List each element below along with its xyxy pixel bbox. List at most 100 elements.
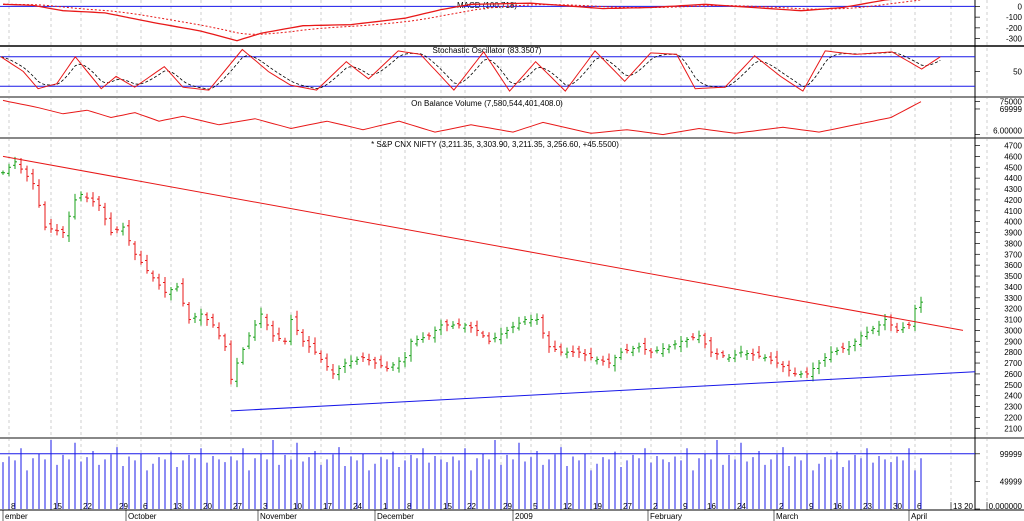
volume-tick-label: 0.000000 [989,502,1023,511]
price-tick-label: 3200 [1004,305,1022,314]
trendline [230,371,976,412]
price-bar [637,342,641,353]
price-bar [397,357,401,373]
price-bar [79,191,83,202]
price-bar [403,352,407,368]
macd-tick-label: -100 [1006,13,1023,22]
price-bar [913,304,917,332]
price-bar [601,355,605,366]
price-bar [367,353,371,366]
x-tick-label: 10 [293,502,302,511]
x-tick-label: 29 [503,502,512,511]
x-tick-label: 27 [623,502,632,511]
price-tick-label: 3400 [1004,283,1022,292]
price-bar [343,358,347,373]
price-bar [661,343,665,357]
price-bar [469,321,473,333]
price-tick-label: 4000 [1004,218,1022,227]
price-bar [175,282,179,292]
price-bar [565,347,569,359]
price-bar [685,337,689,348]
price-bar [391,362,395,371]
x-tick-label: 8 [407,502,412,511]
price-tick-label: 4300 [1004,185,1022,194]
x-tick-label: 3 [263,502,268,511]
price-bar [457,318,461,329]
price-bar [67,211,71,242]
price-bar [535,313,539,325]
month-label: December [377,512,414,521]
price-bar [247,332,251,350]
x-tick-label: 24 [737,502,746,511]
price-bar [553,340,557,353]
price-bar [169,287,173,301]
month-label: November [260,512,297,521]
x-tick-label: 23 [863,502,872,511]
price-bar [331,363,335,379]
obv-tick-label: 69999 [1000,105,1023,114]
price-bar [301,329,305,347]
month-label: April [911,512,927,521]
price-bar [673,340,677,350]
x-tick-label: 16 [707,502,716,511]
price-bar [571,345,575,358]
x-tick-label: 19 [593,502,602,511]
month-label: March [776,512,798,521]
price-bar [55,224,59,236]
price-bar [775,350,779,368]
volume-tick-label: 99999 [1000,450,1023,459]
price-bar [619,347,623,360]
obv-tick-label: 75000 [1000,98,1023,107]
obv-tick-label: 6.00000 [993,127,1022,136]
price-bar [505,326,509,339]
price-bar [691,333,695,341]
price-bar [85,192,89,203]
x-tick-label: 2 [779,502,784,511]
x-tick-label: 6 [917,502,922,511]
price-tick-label: 3900 [1004,229,1022,238]
x-tick-label: 22 [467,502,476,511]
price-bar [349,355,353,369]
price-bar [433,326,437,343]
stochastic-title: Stochastic Oscillator (83.3507) [433,46,542,55]
x-tick-label: 12 [563,502,572,511]
price-bar [745,350,749,360]
price-bar [19,158,23,174]
price-bar [421,332,425,343]
price-bar [835,347,839,356]
price-bar [205,312,209,326]
price-bar [1,170,5,175]
price-bar [493,332,497,343]
price-tick-label: 2400 [1004,392,1022,401]
price-bar [259,307,263,329]
price-bar [97,196,101,211]
stochastic-d-line [0,51,941,90]
price-bar [217,322,221,340]
price-title: * S&P CNX NIFTY (3,211.35, 3,303.90, 3,2… [371,140,619,149]
macd-tick-label: 0 [1018,2,1023,11]
price-bar [751,348,755,361]
price-tick-label: 4600 [1004,152,1022,161]
price-bar [823,353,827,367]
price-bar [679,335,683,353]
price-bar [337,365,341,381]
x-tick-label: 15 [443,502,452,511]
price-bar [487,332,491,345]
price-bar [427,332,431,340]
price-bar [127,220,131,246]
price-bar [727,354,731,362]
price-bar [769,352,773,365]
price-bar [667,344,671,354]
price-bar [589,347,593,361]
price-bar [511,321,515,334]
x-tick-label: 9 [683,502,688,511]
price-bar [91,192,95,207]
price-bar [151,270,155,282]
price-bar [625,343,629,354]
price-bar [895,322,899,333]
price-bar [463,322,467,333]
price-bar [409,338,413,362]
x-tick-label: 13 [173,502,182,511]
price-tick-label: 4400 [1004,174,1022,183]
